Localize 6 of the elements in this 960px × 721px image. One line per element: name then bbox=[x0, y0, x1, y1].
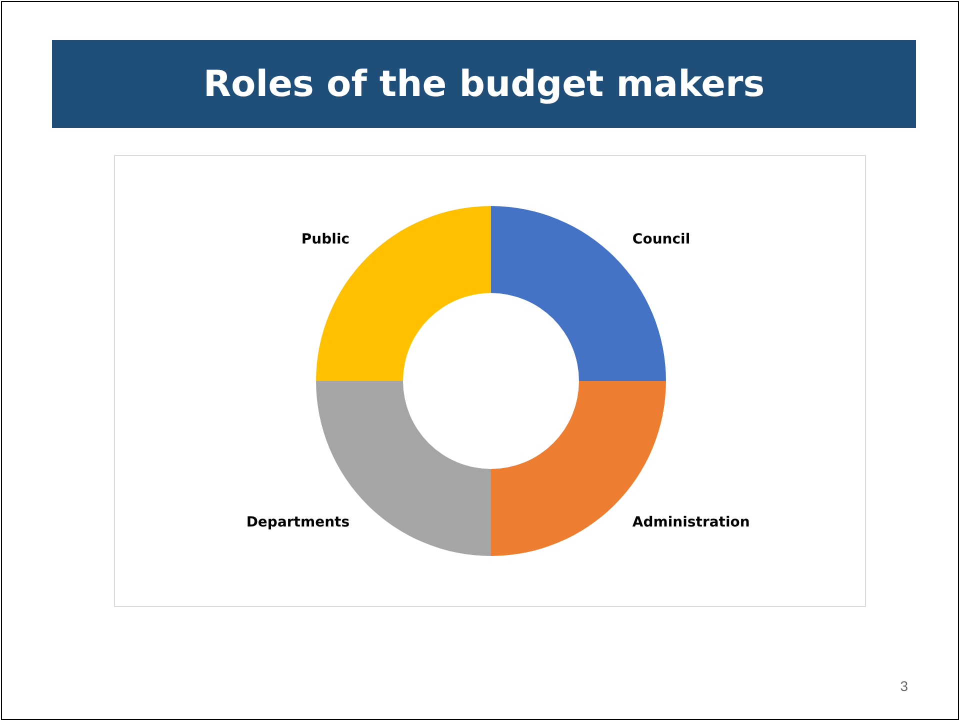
slice-label: Council bbox=[632, 232, 690, 248]
text: 3 bbox=[900, 678, 908, 694]
slice-label: Departments bbox=[246, 514, 350, 530]
chart-title: Roles of the budget makers bbox=[52, 40, 916, 128]
slice-label: Public bbox=[301, 232, 350, 248]
slice-label: Administration bbox=[632, 514, 750, 530]
